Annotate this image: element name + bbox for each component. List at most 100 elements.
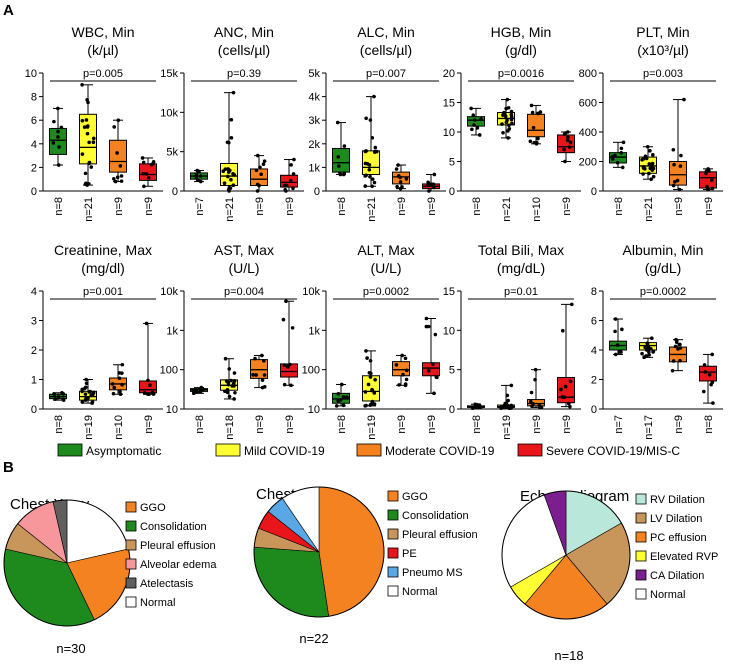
data-point (705, 184, 709, 189)
data-point (56, 106, 60, 111)
y-tick-label: 3k (308, 115, 320, 127)
chart-title-line2: (k/µl) (87, 42, 118, 58)
data-point (645, 348, 649, 352)
data-point (363, 390, 368, 394)
data-point (671, 183, 676, 188)
pie-legend-swatch (635, 531, 647, 543)
data-point (673, 344, 678, 349)
n-label: n=9 (284, 415, 296, 434)
data-point (61, 392, 66, 396)
box-severe (139, 163, 157, 181)
pie-legend-label: Pleural effusion (402, 529, 478, 541)
data-point (223, 167, 228, 171)
y-tick-label: 10k (302, 286, 320, 298)
n-label: n=9 (254, 197, 266, 216)
data-point (679, 153, 683, 158)
data-point (530, 110, 535, 115)
data-point (112, 125, 116, 129)
pie-legend-label: GGO (140, 502, 166, 514)
data-point (538, 110, 543, 114)
data-point (619, 146, 624, 151)
data-point (341, 395, 346, 399)
data-point (432, 185, 436, 190)
box-chart-8: ALT, Max (U/L) 10 100 1k 10k n=8 n=19 n=9 n=9 p=0.… (302, 242, 446, 440)
y-tick-label: 100 (160, 365, 178, 377)
data-point (502, 110, 506, 115)
data-point (283, 187, 287, 192)
n-label: n=19 (501, 415, 513, 440)
data-point (262, 385, 267, 389)
y-tick-label: 4 (591, 345, 597, 357)
data-point (640, 351, 644, 356)
data-point (192, 389, 196, 394)
n-label: n=8 (613, 197, 625, 216)
legend-label-severe: Severe COVID-19/MIS-C (546, 444, 680, 458)
data-point (707, 372, 712, 377)
legend-label-asymptomatic: Asymptomatic (86, 444, 161, 458)
data-point (403, 356, 408, 361)
group-legend: Asymptomatic Mild COVID-19 Moderate COVID-… (57, 443, 680, 458)
data-point (404, 177, 409, 181)
data-point (223, 356, 228, 361)
pvalue-label: p=0.01 (504, 286, 538, 298)
y-tick-label: 8 (591, 286, 597, 298)
data-point (229, 177, 233, 182)
data-point (506, 129, 510, 133)
y-tick-label: 0 (449, 404, 455, 416)
data-point (529, 390, 534, 395)
data-point (427, 189, 431, 193)
data-point (345, 395, 349, 399)
y-tick-label: 5k (166, 147, 178, 159)
data-point (111, 391, 116, 396)
data-point (334, 404, 339, 408)
y-tick-label: 400 (579, 127, 597, 139)
data-point (678, 164, 683, 168)
data-point (643, 345, 647, 350)
data-point (433, 332, 438, 337)
box-severe (139, 380, 157, 394)
box-asymptomatic (467, 116, 485, 127)
y-tick-label: 0 (31, 404, 37, 416)
data-point (226, 167, 230, 171)
data-point (52, 392, 56, 396)
data-point (640, 157, 644, 162)
data-point (567, 145, 572, 149)
data-point (227, 185, 232, 190)
chart-title-line1: HGB, Min (491, 24, 552, 40)
data-point (198, 174, 203, 178)
data-point (142, 391, 147, 395)
data-point (472, 118, 477, 122)
data-point (532, 140, 537, 145)
data-point (424, 324, 429, 329)
n-label: n=7 (613, 415, 625, 434)
data-point (373, 150, 377, 154)
legend-label-moderate: Moderate COVID-19 (385, 444, 495, 458)
data-point (90, 400, 95, 404)
pie-legend-label: CA Dilation (650, 570, 704, 582)
n-label: n=9 (143, 197, 155, 216)
pie-legend-swatch (387, 490, 399, 502)
pvalue-label: p=0.003 (643, 68, 683, 80)
data-point (706, 187, 711, 192)
data-point (336, 391, 341, 396)
pie-legend-swatch (635, 493, 647, 505)
chart-title-line2: (mg/dL) (497, 260, 545, 276)
y-tick-label: 10 (443, 127, 455, 139)
n-label: n=8 (703, 415, 715, 434)
data-point (404, 368, 409, 373)
data-point (151, 392, 156, 396)
box-asymptomatic (332, 148, 350, 173)
data-point (368, 375, 373, 379)
data-point (117, 376, 122, 381)
data-point (232, 397, 236, 401)
y-tick-label: 0 (314, 186, 320, 198)
data-point (80, 152, 85, 156)
data-point (435, 375, 439, 380)
data-point (372, 94, 376, 99)
data-point (86, 124, 90, 128)
y-tick-label: 5k (308, 68, 320, 80)
data-point (144, 172, 149, 176)
data-point (559, 387, 563, 392)
